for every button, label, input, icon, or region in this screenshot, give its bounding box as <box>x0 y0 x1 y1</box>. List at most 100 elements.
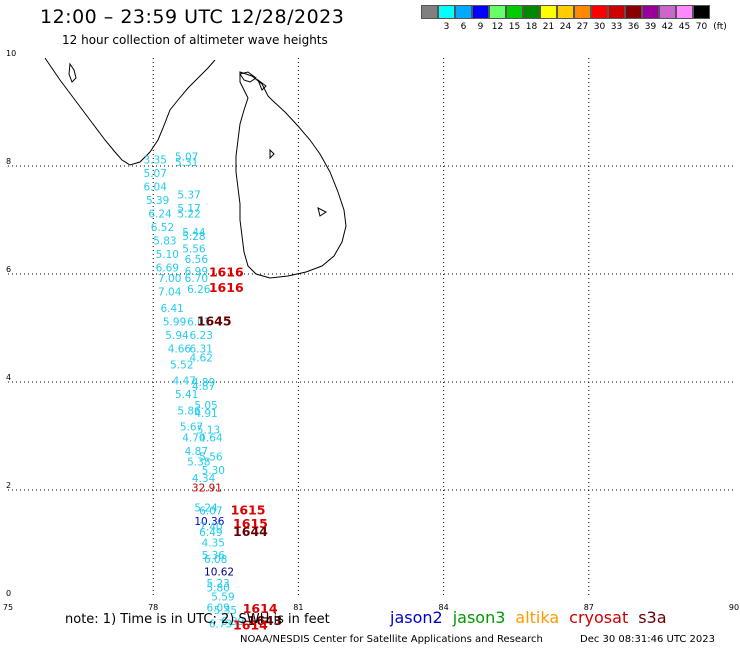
wave-height-value: 5.31 <box>175 157 198 169</box>
legend-swatch <box>489 5 506 19</box>
wave-height-value: 4.64 <box>199 432 223 444</box>
wave-height-value: 10.36 <box>194 516 224 528</box>
legend-unit: (ft) <box>713 22 727 32</box>
wave-height-value: 4.47 <box>173 376 196 388</box>
pass-time-label: 1616 <box>209 265 244 280</box>
wave-height-value: 5.05 <box>194 400 217 412</box>
satellite-name: altika <box>515 608 560 627</box>
color-legend: 3 6 9 12 15 18 21 24 27 30 33 36 39 42 45 70 (ft) <box>421 5 730 32</box>
legend-swatch <box>591 5 608 19</box>
y-tick-label: 6 <box>6 265 11 274</box>
satellite-name: jason3 <box>452 608 506 627</box>
wave-height-value: 5.38 <box>187 457 210 469</box>
wave-height-value: 7.40 <box>199 522 222 534</box>
sri-lanka-coastline <box>235 71 347 279</box>
wave-height-value: 6.31 <box>190 343 213 355</box>
wave-height-value: 6.99 <box>185 266 208 278</box>
wave-height-value: 5.83 <box>153 235 176 247</box>
wave-height-value: 5.44 <box>182 227 206 239</box>
wave-height-value: 4.62 <box>190 352 213 364</box>
wave-height-value: 4.91 <box>194 408 217 420</box>
wave-height-value: 7.04 <box>158 287 182 299</box>
wave-height-value: 5.86 <box>177 405 201 417</box>
wave-height-value: 5.35 <box>214 605 237 617</box>
y-tick-label: 10 <box>6 49 16 58</box>
legend-swatch <box>472 5 489 19</box>
wave-height-value: 5.13 <box>197 424 220 436</box>
legend-swatch <box>438 5 455 19</box>
wave-height-value: 5.37 <box>177 189 200 201</box>
wave-height-value: 6.52 <box>151 222 174 234</box>
wave-height-value: 6.07 <box>199 505 222 517</box>
wave-height-value: 6.56 <box>185 254 209 266</box>
legend-swatch <box>540 5 557 19</box>
india-coastline <box>44 57 216 166</box>
legend-swatch <box>693 5 710 19</box>
legend-label: 36 <box>627 22 640 32</box>
legend-swatch <box>557 5 574 19</box>
units-note: note: 1) Time is in UTC; 2) SWH is in fe… <box>65 612 330 627</box>
pass-time-label: 1614 <box>243 601 278 616</box>
pass-time-label: 1615 <box>233 516 268 531</box>
coast-islet <box>68 62 77 83</box>
x-tick-label: 75 <box>3 603 13 612</box>
wave-height-value: 7.00 <box>158 273 181 285</box>
legend-label: 30 <box>593 22 606 32</box>
pass-time-label: 1645 <box>197 313 232 328</box>
y-tick-label: 8 <box>6 157 11 166</box>
legend-label: 6 <box>460 22 467 32</box>
wave-height-value: 5.07 <box>144 168 167 180</box>
legend-label: 12 <box>491 22 504 32</box>
legend-label: 3 <box>443 22 450 32</box>
x-tick-label: 81 <box>293 603 303 612</box>
map-grid <box>8 58 734 598</box>
wave-height-value: 5.28 <box>182 231 205 243</box>
pass-time-label: 1644 <box>233 524 268 539</box>
legend-swatch <box>506 5 523 19</box>
legend-swatches <box>421 5 730 19</box>
wave-height-value: 6.49 <box>199 527 222 539</box>
satellite-name: s3a <box>638 608 667 627</box>
wave-height-value: 5.56 <box>182 243 206 255</box>
wave-height-value: 5.10 <box>156 249 179 261</box>
wave-height-value: 5.99 <box>163 316 186 328</box>
wave-height-value: 5.24 <box>194 503 218 515</box>
satellite-name: jason2 <box>390 608 443 627</box>
legend-swatch <box>574 5 591 19</box>
wave-height-value: 4.70 <box>182 432 205 444</box>
wave-height-value: 4.89 <box>192 377 215 389</box>
wave-height-value: 6.01 <box>187 316 210 328</box>
legend-label: 24 <box>559 22 572 32</box>
wave-height-value: 5.39 <box>146 195 169 207</box>
pass-time-label: 1615 <box>231 502 266 517</box>
wave-height-value: 6.41 <box>160 303 183 315</box>
wave-height-value: 5.22 <box>177 208 200 220</box>
legend-label: 42 <box>661 22 674 32</box>
wave-height-value: 4.35 <box>202 538 225 550</box>
legend-label: 45 <box>678 22 691 32</box>
legend-labels: 3 6 9 12 15 18 21 24 27 30 33 36 39 42 45 70 (ft) <box>421 22 730 32</box>
wave-height-value: 5.80 <box>206 583 229 595</box>
wave-height-value: 5.59 <box>211 592 234 604</box>
pass-time-label: 1616 <box>209 280 244 295</box>
wave-height-value: 6.69 <box>156 262 179 274</box>
wave-height-value: 4.34 <box>192 473 216 485</box>
y-tick-label: 0 <box>6 589 11 598</box>
legend-label: 70 <box>695 22 708 32</box>
wave-height-value: 6.24 <box>148 208 172 220</box>
legend-swatch <box>625 5 642 19</box>
wave-height-value: 5.30 <box>202 465 225 477</box>
generation-timestamp: Dec 30 08:31:46 UTC 2023 <box>580 634 715 645</box>
x-tick-label: 90 <box>729 603 739 612</box>
wave-height-value: 6.23 <box>190 330 213 342</box>
wave-height-value: 6.09 <box>206 603 229 615</box>
wave-height-value: 6.73 <box>209 619 232 631</box>
wave-height-value: 4.87 <box>185 446 208 458</box>
legend-swatch <box>642 5 659 19</box>
legend-label: 33 <box>610 22 623 32</box>
coastline <box>44 57 347 279</box>
legend-label: 18 <box>525 22 538 32</box>
legend-label: 15 <box>508 22 521 32</box>
